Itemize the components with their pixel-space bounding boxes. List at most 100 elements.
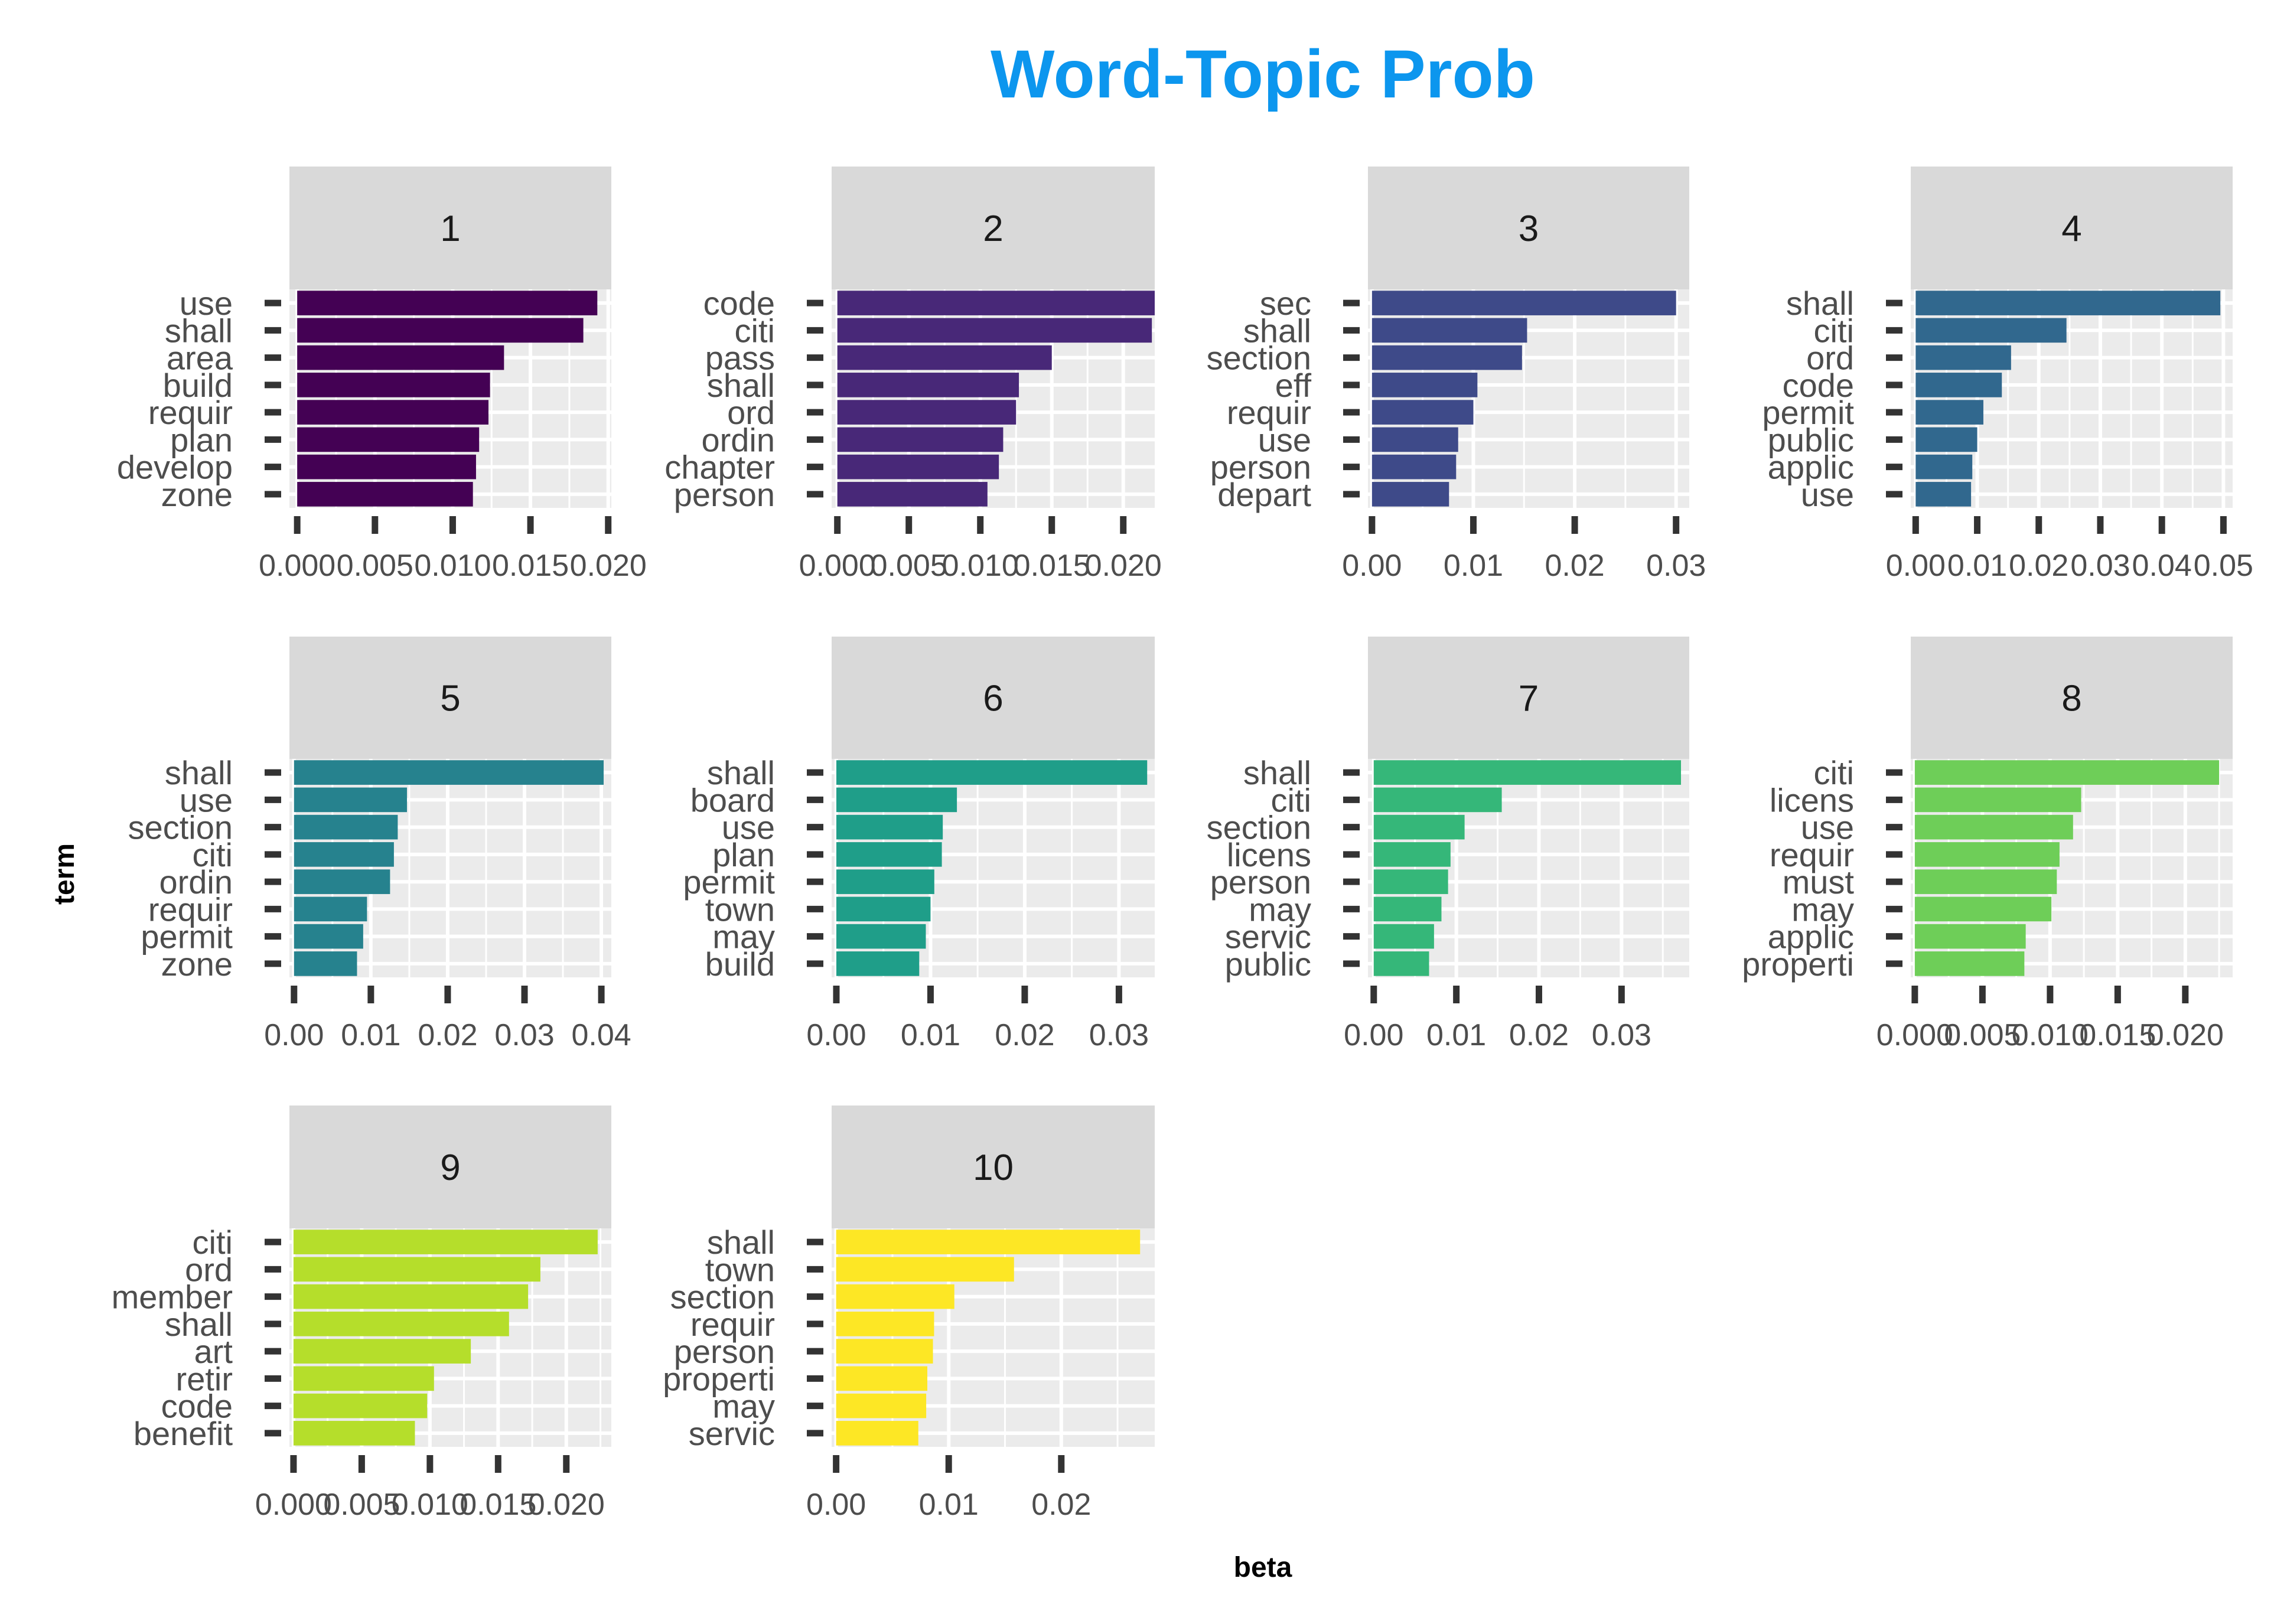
x-tick-label: 0.000 xyxy=(259,549,335,583)
term-label: servic xyxy=(1225,918,1311,956)
bar-depart xyxy=(1371,482,1449,507)
x-tick-label: 0.01 xyxy=(1947,549,2007,583)
x-tick-label: 0.02 xyxy=(995,1018,1054,1052)
facet-panels: 1useshallareabuildrequirplandevelopzone0… xyxy=(112,167,2253,1522)
term-label: servic xyxy=(689,1415,775,1452)
x-tick-label: 0.00 xyxy=(1344,1018,1403,1052)
term-label: person xyxy=(1210,863,1311,901)
bar-build xyxy=(836,951,920,976)
facet-strip xyxy=(832,1106,1155,1228)
bar-servic xyxy=(1373,924,1434,949)
bar-use xyxy=(1371,427,1458,452)
facet-strip-label: 5 xyxy=(440,679,460,719)
term-label: zone xyxy=(161,945,233,983)
facet-topic-8: 8 citilicensuserequirmustmayapplicpropert… xyxy=(1742,637,2233,1052)
x-tick-label: 0.000 xyxy=(1876,1018,1953,1052)
bar-licens xyxy=(1373,842,1451,867)
term-label: shall xyxy=(165,1306,233,1343)
bar-board xyxy=(836,787,957,813)
bar-may xyxy=(836,924,926,949)
bar-code xyxy=(837,291,1155,315)
facet-strip xyxy=(1368,167,1689,289)
x-tick-label: 0.02 xyxy=(418,1018,477,1052)
bar-requir xyxy=(297,400,489,425)
x-tick-label: 0.010 xyxy=(2012,1018,2089,1052)
bar-shall xyxy=(1371,318,1527,343)
term-label: requir xyxy=(148,891,233,928)
term-label: ordin xyxy=(159,863,233,901)
x-tick-label: 0.04 xyxy=(2132,549,2192,583)
x-tick-label: 0.020 xyxy=(1085,549,1162,583)
term-label: ord xyxy=(727,394,775,431)
facet-strip-label: 6 xyxy=(983,679,1003,719)
bar-ord xyxy=(1915,345,2011,370)
x-tick-label: 0.015 xyxy=(492,549,569,583)
bar-citi xyxy=(1915,318,2067,343)
bar-zone xyxy=(294,951,357,976)
bar-may xyxy=(1373,896,1442,922)
term-label: requir xyxy=(1770,836,1854,873)
bar-section xyxy=(294,814,398,840)
term-label: permit xyxy=(1762,394,1854,431)
bar-requir xyxy=(294,896,367,922)
term-label: depart xyxy=(1217,476,1311,513)
bar-person xyxy=(837,482,988,507)
term-label: pass xyxy=(705,340,775,377)
term-label: properti xyxy=(663,1360,775,1397)
bar-use xyxy=(1915,482,1972,507)
facet-strip-label: 3 xyxy=(1519,208,1539,249)
term-label: shall xyxy=(707,1224,775,1261)
bar-requir xyxy=(836,1312,934,1336)
term-label: eff xyxy=(1275,367,1312,404)
term-label: shall xyxy=(1243,312,1311,349)
facet-strip-label: 9 xyxy=(440,1147,460,1188)
term-label: citi xyxy=(1271,781,1311,818)
bar-person xyxy=(1373,869,1448,894)
bar-section xyxy=(836,1284,954,1309)
term-label: shall xyxy=(165,312,233,349)
term-label: sec xyxy=(1260,285,1311,322)
bar-area xyxy=(297,345,504,370)
term-label: may xyxy=(712,918,775,956)
bar-permit xyxy=(294,924,363,949)
bar-citi xyxy=(1373,787,1502,813)
facet-strip xyxy=(832,167,1155,289)
x-tick-label: 0.01 xyxy=(341,1018,400,1052)
bar-permit xyxy=(836,869,934,894)
bar-citi xyxy=(1914,760,2220,785)
bar-develop xyxy=(297,454,476,480)
bar-shall xyxy=(836,760,1148,785)
term-label: must xyxy=(1783,863,1855,901)
term-label: art xyxy=(194,1333,233,1370)
x-tick-label: 0.010 xyxy=(392,1488,468,1522)
facet-strip xyxy=(832,637,1155,759)
bar-properti xyxy=(836,1366,928,1391)
x-tick-label: 0.005 xyxy=(323,1488,400,1522)
bar-properti xyxy=(1914,951,2025,976)
term-label: person xyxy=(674,1333,775,1370)
term-label: zone xyxy=(161,476,233,513)
term-label: permit xyxy=(683,863,775,901)
term-label: code xyxy=(161,1388,233,1425)
term-label: use xyxy=(180,285,233,322)
term-label: licens xyxy=(1227,836,1311,873)
x-tick-label: 0.01 xyxy=(1444,549,1503,583)
bar-citi xyxy=(293,1230,598,1254)
bar-town xyxy=(836,896,931,922)
bar-may xyxy=(836,1393,927,1418)
facet-strip xyxy=(289,167,611,289)
bar-citi xyxy=(837,318,1152,343)
bar-sec xyxy=(1371,291,1676,315)
facet-strip xyxy=(1368,637,1689,759)
bar-eff xyxy=(1371,373,1478,397)
bar-must xyxy=(1914,869,2057,894)
bar-person xyxy=(1371,454,1457,480)
x-tick-label: 0.01 xyxy=(919,1488,979,1522)
term-label: code xyxy=(1783,367,1854,404)
bar-use xyxy=(1914,814,2073,840)
bar-zone xyxy=(297,482,473,507)
bar-citi xyxy=(294,842,394,867)
bar-code xyxy=(293,1393,428,1418)
